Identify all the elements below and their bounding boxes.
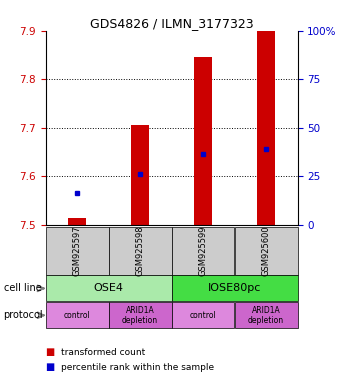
Text: ARID1A
depletion: ARID1A depletion <box>122 306 158 325</box>
Text: ARID1A
depletion: ARID1A depletion <box>248 306 284 325</box>
Text: GSM925597: GSM925597 <box>72 225 82 276</box>
Text: GSM925599: GSM925599 <box>198 225 208 276</box>
Text: ■: ■ <box>46 347 55 357</box>
Text: OSE4: OSE4 <box>93 283 124 293</box>
Bar <box>68 218 86 225</box>
Text: transformed count: transformed count <box>61 348 146 357</box>
Text: percentile rank within the sample: percentile rank within the sample <box>61 363 214 372</box>
Text: GSM925600: GSM925600 <box>261 225 271 276</box>
Text: control: control <box>64 311 90 320</box>
Text: control: control <box>190 311 216 320</box>
Text: cell line: cell line <box>4 283 41 293</box>
Text: ■: ■ <box>46 362 55 372</box>
Text: GSM925598: GSM925598 <box>135 225 145 276</box>
Bar <box>257 31 275 225</box>
Text: IOSE80pc: IOSE80pc <box>208 283 261 293</box>
Bar <box>194 57 212 225</box>
Text: protocol: protocol <box>4 310 43 320</box>
Title: GDS4826 / ILMN_3177323: GDS4826 / ILMN_3177323 <box>90 17 253 30</box>
Bar <box>131 125 149 225</box>
